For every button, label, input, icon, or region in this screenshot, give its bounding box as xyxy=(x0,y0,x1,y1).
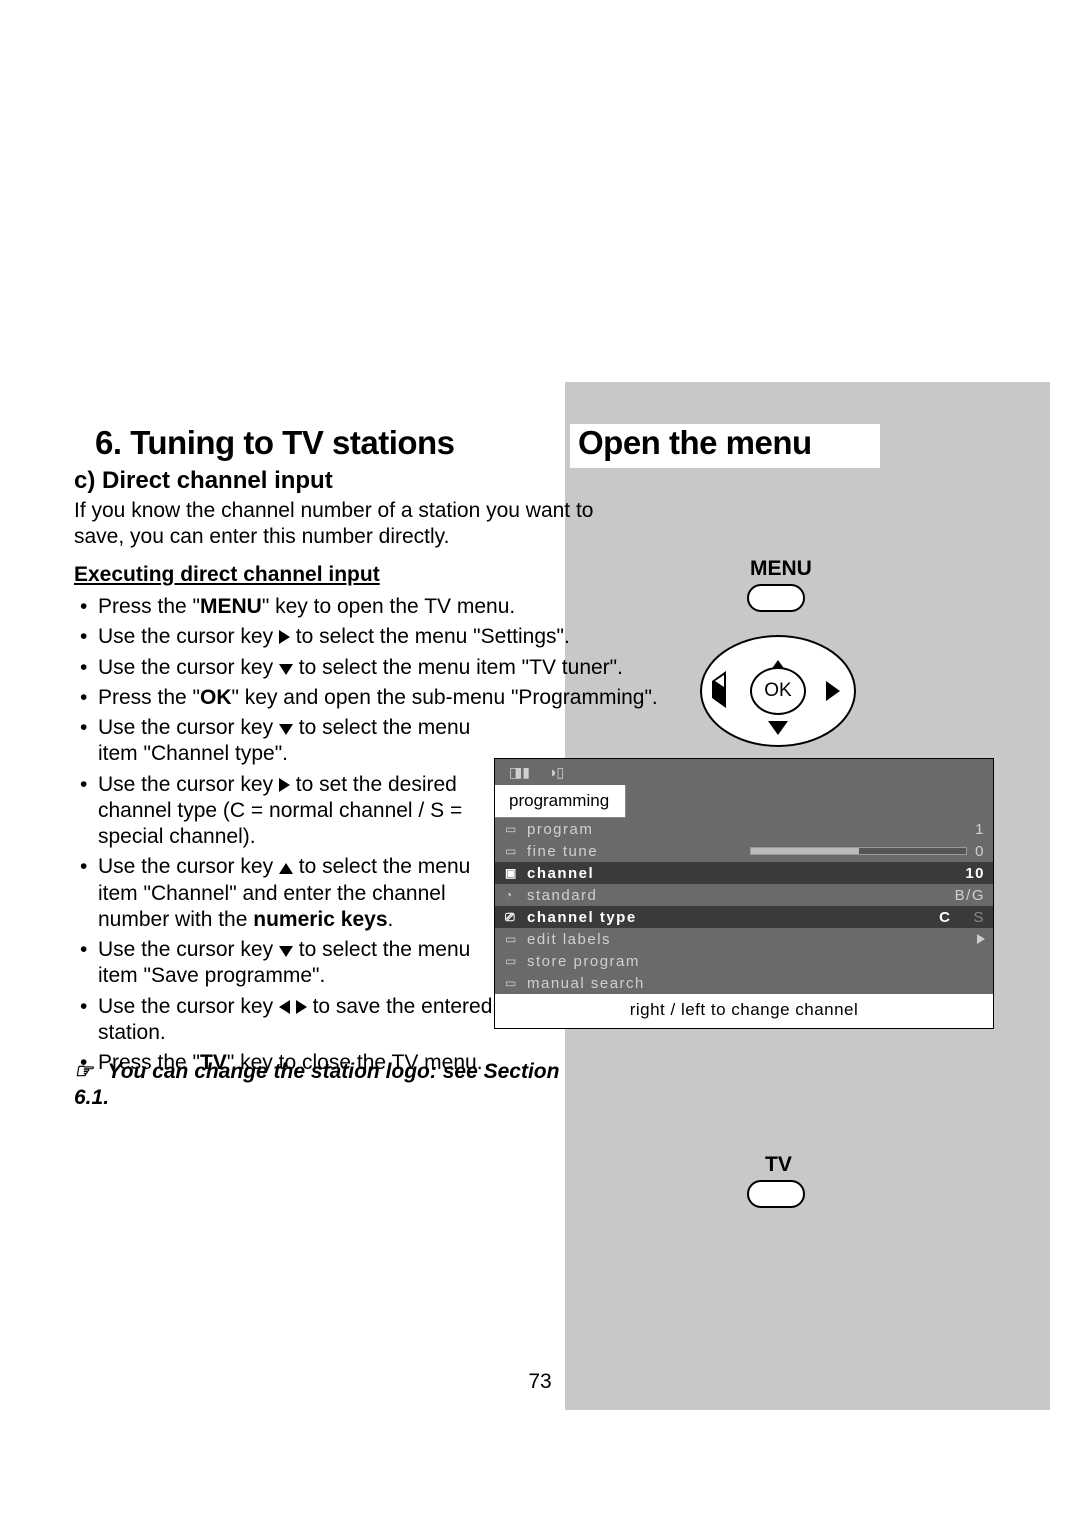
osd-row-store-program[interactable]: ▭store program xyxy=(495,950,993,972)
dpad-down-icon[interactable] xyxy=(768,721,788,740)
instruction-item: Use the cursor key to set the desired ch… xyxy=(74,772,494,851)
osd-top-icons: ◨▮ ◑▯ xyxy=(495,759,625,785)
osd-arrow-right-icon xyxy=(977,934,985,944)
osd-row-fine-tune[interactable]: ▭fine tune 0 xyxy=(495,840,993,862)
dpad-up-icon[interactable] xyxy=(768,643,788,661)
tv-key-label: TV xyxy=(765,1153,792,1177)
osd-row-label: manual search xyxy=(527,975,985,992)
osd-row-icon: ▣ xyxy=(505,866,527,880)
arrow-right-icon xyxy=(296,1000,307,1014)
osd-row-icon: ◔ xyxy=(505,888,527,902)
subheading: c) Direct channel input xyxy=(74,467,333,495)
osd-row-value: B/G xyxy=(955,887,985,904)
osd-icon: ◨▮ xyxy=(509,764,530,781)
osd-row-value: 0 xyxy=(975,843,985,860)
channel-type-values: CS xyxy=(939,909,985,926)
osd-row-label: channel xyxy=(527,865,965,882)
osd-row-icon: ▭ xyxy=(505,844,527,858)
arrow-left-icon xyxy=(279,1000,290,1014)
note-icon: ☞ xyxy=(74,1059,102,1085)
open-menu-title: Open the menu xyxy=(570,424,880,468)
dpad-left-icon[interactable] xyxy=(712,681,726,699)
osd-row-icon: ▭ xyxy=(505,822,527,836)
osd-row-label: store program xyxy=(527,953,985,970)
osd-row-label: program xyxy=(527,821,975,838)
tv-key-button[interactable] xyxy=(747,1180,805,1208)
menu-key-label: MENU xyxy=(750,557,812,581)
page-number: 73 xyxy=(0,1370,1080,1394)
osd-row-value: 10 xyxy=(965,865,985,882)
osd-row-icon: ▭ xyxy=(505,932,527,946)
osd-icon: ◑▯ xyxy=(548,764,564,781)
osd-slider[interactable] xyxy=(750,847,967,855)
instruction-item: Use the cursor key to select the menu it… xyxy=(74,655,664,681)
osd-row-label: standard xyxy=(527,887,955,904)
osd-row-program[interactable]: ▭program1 xyxy=(495,818,993,840)
osd-hint: right / left to change channel xyxy=(495,994,993,1028)
osd-top: ◨▮ ◑▯ xyxy=(495,759,993,785)
osd-row-icon: ▭ xyxy=(505,954,527,968)
intro-text: If you know the channel number of a stat… xyxy=(74,498,634,551)
dpad-right-icon[interactable] xyxy=(826,681,840,706)
ok-label: OK xyxy=(764,680,791,702)
dpad: OK xyxy=(700,635,856,747)
note: ☞ You can change the station logo: see S… xyxy=(74,1059,594,1112)
arrow-down-icon xyxy=(279,946,293,957)
osd-row-label: fine tune xyxy=(527,843,742,860)
instruction-item: Use the cursor key to save the entered s… xyxy=(74,994,494,1047)
executing-heading: Executing direct channel input xyxy=(74,563,380,587)
arrow-right-icon xyxy=(279,630,290,644)
osd-row-label: channel type xyxy=(527,909,939,926)
section-title: 6. Tuning to TV stations xyxy=(95,424,455,462)
osd-row-label: edit labels xyxy=(527,931,977,948)
osd-tab-programming[interactable]: programming xyxy=(495,785,626,818)
osd-top-fill xyxy=(625,759,993,785)
osd-row-channel-type[interactable]: ⎚channel typeCS xyxy=(495,906,993,928)
arrow-up-icon xyxy=(279,863,293,874)
menu-key-button[interactable] xyxy=(747,584,805,612)
osd-row-edit-labels[interactable]: ▭edit labels xyxy=(495,928,993,950)
osd-menu: ◨▮ ◑▯ programming ▭program1▭fine tune0▣c… xyxy=(494,758,994,1029)
osd-row-manual-search[interactable]: ▭manual search xyxy=(495,972,993,994)
note-text: You can change the station logo: see Sec… xyxy=(74,1060,559,1109)
osd-row-value: 1 xyxy=(975,821,985,838)
instruction-item: Use the cursor key to select the menu it… xyxy=(74,854,494,933)
arrow-right-icon xyxy=(279,778,290,792)
instruction-item: Use the cursor key to select the menu it… xyxy=(74,715,494,768)
instruction-item: Use the cursor key to select the menu it… xyxy=(74,937,494,990)
dpad-ok-button[interactable]: OK xyxy=(750,667,806,715)
instruction-item: Press the "MENU" key to open the TV menu… xyxy=(74,594,664,620)
arrow-down-icon xyxy=(279,664,293,675)
osd-row-standard[interactable]: ◔standardB/G xyxy=(495,884,993,906)
arrow-down-icon xyxy=(279,724,293,735)
osd-row-icon: ⎚ xyxy=(505,910,527,925)
instruction-item: Use the cursor key to select the menu "S… xyxy=(74,624,664,650)
instruction-item: Press the "OK" key and open the sub-menu… xyxy=(74,685,664,711)
osd-row-icon: ▭ xyxy=(505,976,527,990)
osd-row-channel[interactable]: ▣channel10 xyxy=(495,862,993,884)
